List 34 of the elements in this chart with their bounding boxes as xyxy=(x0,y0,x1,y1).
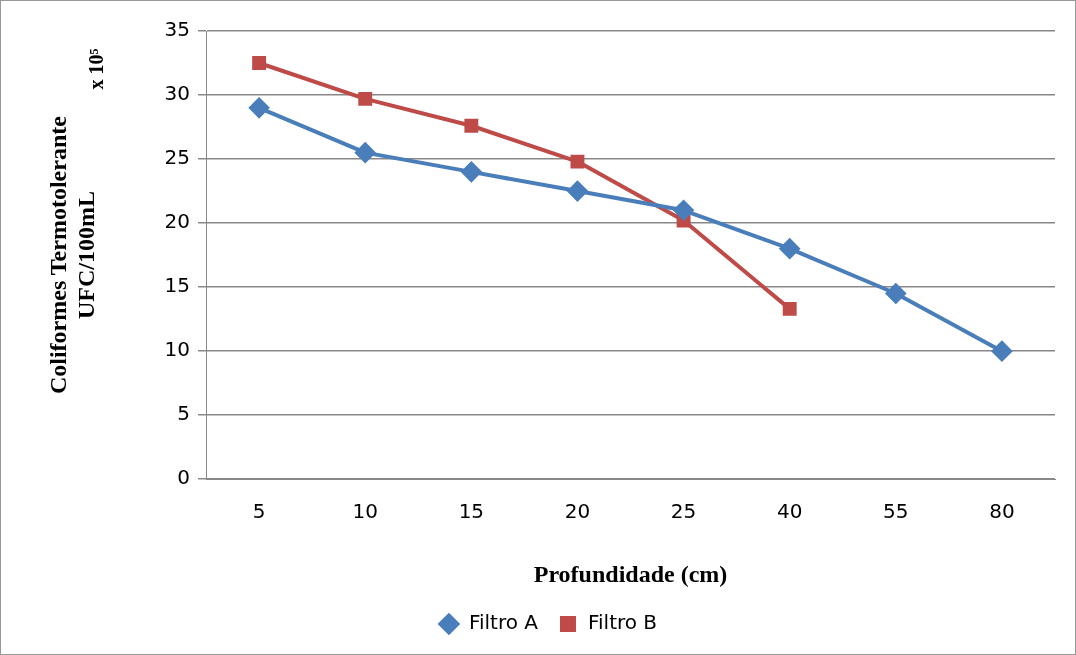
x-tick-label: 25 xyxy=(670,499,697,524)
y-tick-label: 20 xyxy=(164,209,191,234)
y-tick-label: 35 xyxy=(164,17,191,42)
x-tick-label: 5 xyxy=(252,499,266,524)
x-tick-label: 40 xyxy=(776,499,803,524)
x-tick-label: 80 xyxy=(989,499,1015,524)
x-axis-title: Profundidade (cm) xyxy=(533,560,728,587)
x-tick-label: 10 xyxy=(352,499,378,524)
x-tick-label: 20 xyxy=(564,499,591,524)
legend-label: Filtro A xyxy=(468,610,539,635)
point xyxy=(464,118,479,133)
point xyxy=(249,97,270,118)
y-tick-label: 0 xyxy=(177,465,191,490)
y-tick-label: 5 xyxy=(177,401,191,426)
point xyxy=(991,341,1012,362)
point xyxy=(779,238,800,259)
point xyxy=(782,301,797,316)
y-tick-label: 25 xyxy=(164,145,191,170)
point xyxy=(673,200,694,221)
point xyxy=(252,56,267,70)
point xyxy=(570,154,585,169)
y-tick-label: 15 xyxy=(164,273,191,298)
point xyxy=(358,91,373,106)
text: x 10⁵ xyxy=(85,48,108,90)
x-tick-label: 15 xyxy=(458,499,485,524)
point xyxy=(885,283,906,304)
point xyxy=(567,181,588,202)
legend-label: Filtro B xyxy=(587,610,658,635)
point xyxy=(461,161,482,182)
point xyxy=(355,142,376,163)
y-tick-label: 10 xyxy=(164,337,191,362)
y-axis-title: Coliformes Termotolerante UFC/100mL xyxy=(44,115,100,395)
x-tick-label: 55 xyxy=(883,499,909,524)
y-tick-label: 30 xyxy=(164,81,191,106)
